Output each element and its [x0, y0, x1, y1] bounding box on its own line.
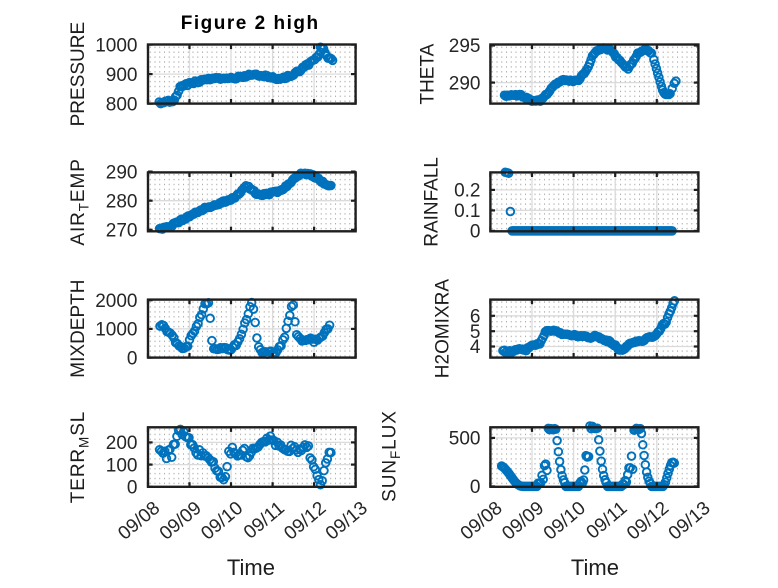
- svg-text:295: 295: [449, 36, 481, 57]
- svg-text:H2OMIXRA: H2OMIXRA: [433, 279, 454, 379]
- svg-text:200: 200: [106, 433, 138, 454]
- svg-text:TERRMSL: TERRMSL: [68, 411, 92, 504]
- svg-text:0: 0: [127, 478, 138, 499]
- svg-text:100: 100: [106, 455, 138, 476]
- svg-text:1000: 1000: [95, 320, 137, 341]
- svg-text:500: 500: [449, 429, 481, 450]
- svg-text:1000: 1000: [95, 35, 137, 56]
- svg-text:RAINFALL: RAINFALL: [422, 157, 443, 247]
- svg-text:4: 4: [470, 337, 481, 358]
- svg-text:900: 900: [106, 65, 138, 86]
- svg-text:800: 800: [106, 94, 138, 115]
- svg-text:280: 280: [106, 191, 138, 212]
- svg-text:0.2: 0.2: [454, 181, 480, 202]
- svg-text:0: 0: [470, 477, 481, 498]
- svg-text:Figure 2 high: Figure 2 high: [181, 13, 320, 34]
- svg-text:MIXDEPTH: MIXDEPTH: [68, 280, 89, 378]
- svg-text:290: 290: [106, 162, 138, 183]
- svg-text:SUNFLUX: SUNFLUX: [380, 410, 404, 502]
- svg-text:0: 0: [127, 348, 138, 369]
- svg-text:Time: Time: [227, 555, 275, 580]
- svg-text:270: 270: [106, 221, 138, 242]
- svg-text:0: 0: [470, 222, 481, 243]
- svg-text:PRESSURE: PRESSURE: [68, 22, 89, 127]
- svg-text:AIRTEMP: AIRTEMP: [68, 158, 92, 245]
- svg-text:0.1: 0.1: [454, 201, 480, 222]
- svg-text:6: 6: [470, 307, 481, 328]
- svg-text:2000: 2000: [95, 291, 137, 312]
- svg-text:5: 5: [470, 322, 481, 343]
- svg-text:THETA: THETA: [418, 43, 439, 104]
- svg-text:Time: Time: [571, 555, 619, 580]
- svg-text:290: 290: [449, 73, 481, 94]
